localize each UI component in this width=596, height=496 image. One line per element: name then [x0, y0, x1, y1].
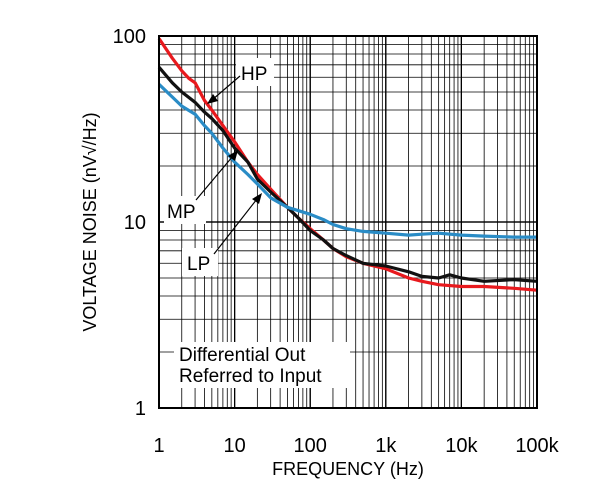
hp-label: HP: [241, 64, 267, 85]
hp-arrowhead: [207, 94, 218, 104]
note-line-2: Referred to Input: [179, 366, 322, 387]
note-box-bg: [174, 342, 350, 388]
x-tick-label: 1: [153, 435, 164, 457]
y-tick-label: 10: [124, 212, 146, 234]
series-group: [157, 37, 538, 292]
mp-label: MP: [167, 202, 196, 223]
plot-frame: [158, 35, 538, 409]
x-tick-label: 1k: [375, 435, 397, 457]
x-tick-label: 10: [223, 435, 245, 457]
hp-label-bg: [236, 58, 274, 86]
y-tick-label: 100: [113, 26, 146, 48]
series-line-lp: [157, 83, 537, 239]
x-axis-title: FREQUENCY (Hz): [272, 459, 424, 479]
mp-leader: [195, 155, 234, 201]
series-line-mp: [157, 66, 538, 283]
lp-label-bg: [182, 248, 218, 276]
y-tick-labels: 1 10 100: [113, 26, 146, 420]
x-tick-label: 100: [294, 435, 327, 457]
mp-label-bg: [164, 196, 206, 224]
lp-leader: [213, 198, 258, 255]
hp-leader: [211, 75, 241, 101]
x-tick-labels: 1 10 100 1k 10k 100k: [153, 435, 559, 457]
y-tick-label: 1: [135, 398, 146, 420]
annotations: HP MP LP Differential Out Referred to In…: [164, 58, 350, 388]
y-axis-title: VOLTAGE NOISE (nV√/Hz): [80, 112, 100, 331]
lp-label: LP: [187, 254, 210, 275]
x-tick-label: 10k: [445, 435, 478, 457]
lp-arrowhead: [252, 193, 262, 204]
mp-arrowhead: [228, 150, 238, 161]
x-tick-label: 100k: [515, 435, 559, 457]
note-line-1: Differential Out: [179, 345, 306, 366]
